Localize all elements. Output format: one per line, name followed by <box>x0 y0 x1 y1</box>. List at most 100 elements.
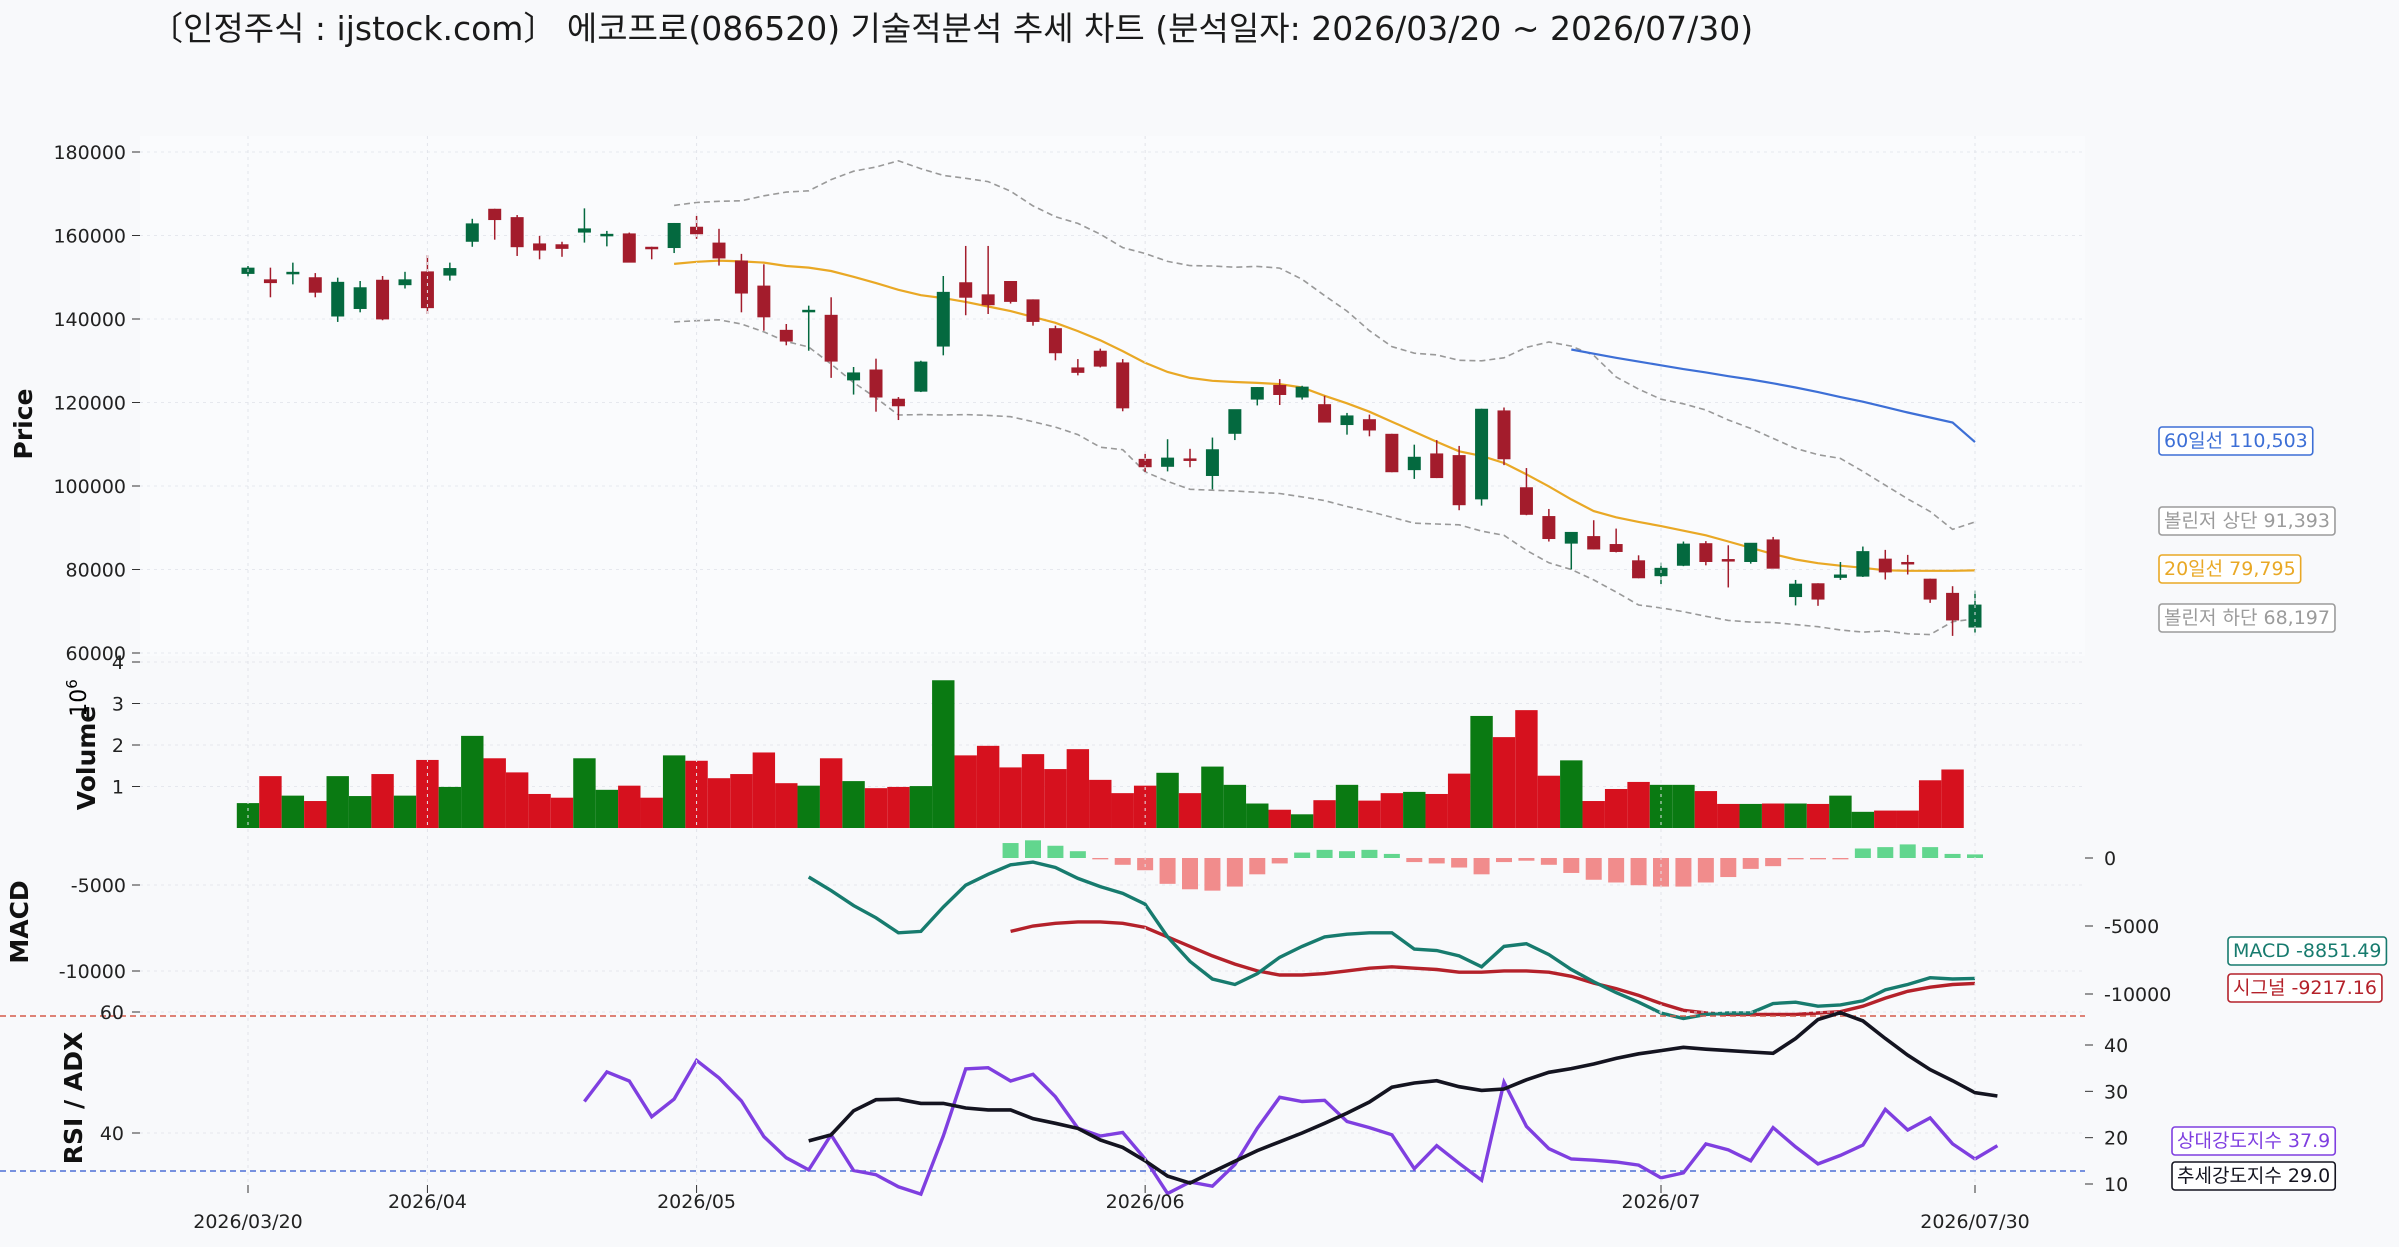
candle-body <box>1789 583 1803 598</box>
macd-line <box>807 860 1976 1021</box>
candle-body <box>263 279 277 284</box>
volume-bar <box>864 788 888 828</box>
volume-bar <box>1941 769 1964 828</box>
candle-body <box>802 309 816 313</box>
candle-body <box>1205 449 1219 476</box>
candle-body <box>420 271 434 309</box>
volume-tick-label: 2 <box>112 735 124 757</box>
candle-body <box>1699 543 1713 562</box>
volume-bar <box>550 797 574 828</box>
candle-body <box>690 226 704 235</box>
macd-histogram-bar <box>1697 858 1714 883</box>
macd-histogram-bar <box>1092 858 1109 860</box>
macd-right-tick-label: 0 <box>2104 848 2116 870</box>
volume-bar <box>348 796 372 828</box>
macd-histogram-bar <box>1069 851 1086 858</box>
candle-body <box>488 208 502 221</box>
volume-bar <box>618 785 641 828</box>
volume-bar <box>1582 801 1605 828</box>
signal-value-label-text: 시그널 -9217.16 <box>2233 977 2377 999</box>
candle-body <box>510 217 524 248</box>
macd-histogram-bar <box>1182 858 1198 890</box>
macd-histogram-bar <box>1047 845 1064 858</box>
rsi-line <box>583 1057 1999 1197</box>
macd-histogram-bar <box>1451 858 1468 868</box>
chart-title: 〔인정주식 : ijstock.com〕 에코프로(086520) 기술적분석 … <box>150 9 1754 48</box>
macd-ylabel: MACD <box>5 880 34 963</box>
candle-body <box>1295 386 1309 398</box>
volume-bar <box>909 786 933 828</box>
bollinger-upper-value-label: 볼린저 상단 91,393 <box>2158 506 2336 536</box>
candle-body <box>1318 404 1332 423</box>
macd-histogram-bar <box>1316 849 1333 858</box>
volume-bar <box>662 755 686 828</box>
candle-body <box>824 314 838 362</box>
candle-body <box>1766 539 1780 569</box>
volume-bar <box>1560 760 1583 828</box>
macd-right-tick-label: -10000 <box>2104 984 2171 1006</box>
volume-bar <box>842 781 865 828</box>
candle-body <box>1833 574 1847 578</box>
candle-body <box>936 291 950 347</box>
volume-bar <box>752 752 776 828</box>
volume-bar <box>505 772 529 828</box>
candle-body <box>914 361 928 392</box>
volume-bar <box>1380 793 1404 828</box>
candle-body <box>577 228 591 233</box>
candle-body <box>1878 558 1892 573</box>
volume-bar <box>1201 766 1224 828</box>
volume-bar <box>1672 784 1695 828</box>
candle-body <box>353 287 367 309</box>
x-tick-label: 2026/07/30 <box>1920 1211 2030 1233</box>
macd-histogram-bar <box>1406 858 1423 863</box>
volume-bar <box>730 774 753 828</box>
macd-histogram-bar <box>1294 852 1311 858</box>
rsi-panel: 40 60 10 20 30 40 RSI / ADX <box>0 1002 2128 1197</box>
candle-body <box>1901 561 1915 565</box>
volume-bar <box>640 797 663 828</box>
volume-scale-label: 106 <box>63 679 92 717</box>
macd-histogram-bar <box>1967 854 1983 858</box>
candle-body <box>981 294 995 306</box>
macd-histogram-bar <box>1899 844 1916 858</box>
volume-bar <box>1918 780 1942 828</box>
x-tick-label: 2026/06 <box>1106 1191 1185 1213</box>
ma60-value-label-box <box>2158 426 2314 456</box>
candle-body <box>1250 387 1264 400</box>
price-tick-label: 60000 <box>66 643 126 665</box>
candle-body <box>1519 487 1533 515</box>
adx-tick-label: 30 <box>2104 1081 2128 1103</box>
volume-bar <box>1492 737 1516 828</box>
macd-histogram-bar <box>1585 858 1602 880</box>
macd-tick-label: -5000 <box>71 875 126 897</box>
macd-tick-label: -10000 <box>59 961 126 983</box>
macd-histogram-bar <box>1854 848 1871 858</box>
candle-body <box>600 233 614 237</box>
rsi-tick-label: 40 <box>100 1123 124 1145</box>
macd-histogram-bar <box>1159 858 1176 884</box>
candle-body <box>1475 408 1489 500</box>
candle-body <box>376 279 390 320</box>
volume-bar <box>819 758 843 828</box>
rsi-ylabel: RSI / ADX <box>59 1032 88 1164</box>
volume-bar <box>1021 754 1045 828</box>
macd-histogram-bar <box>1832 858 1849 860</box>
macd-histogram-bar <box>1428 858 1445 864</box>
price-tick-label: 120000 <box>53 393 126 415</box>
adx-line <box>808 1010 1998 1186</box>
adx-tick-label: 10 <box>2104 1174 2128 1196</box>
candle-body <box>1116 362 1130 409</box>
candle-body <box>1026 299 1040 322</box>
volume-bar <box>1246 803 1269 828</box>
candle-body <box>1744 542 1758 562</box>
adx-value-label-box <box>2171 1161 2337 1191</box>
macd-histogram-bar <box>1810 858 1826 860</box>
macd-histogram-bar <box>1518 858 1535 861</box>
macd-histogram-bar <box>1204 858 1221 891</box>
volume-bar <box>1649 784 1673 828</box>
volume-bar <box>1044 769 1067 828</box>
macd-histogram-bar <box>1765 858 1782 867</box>
candle-body <box>712 242 726 259</box>
volume-bar <box>1425 793 1448 828</box>
price-tick-label: 180000 <box>53 142 126 164</box>
